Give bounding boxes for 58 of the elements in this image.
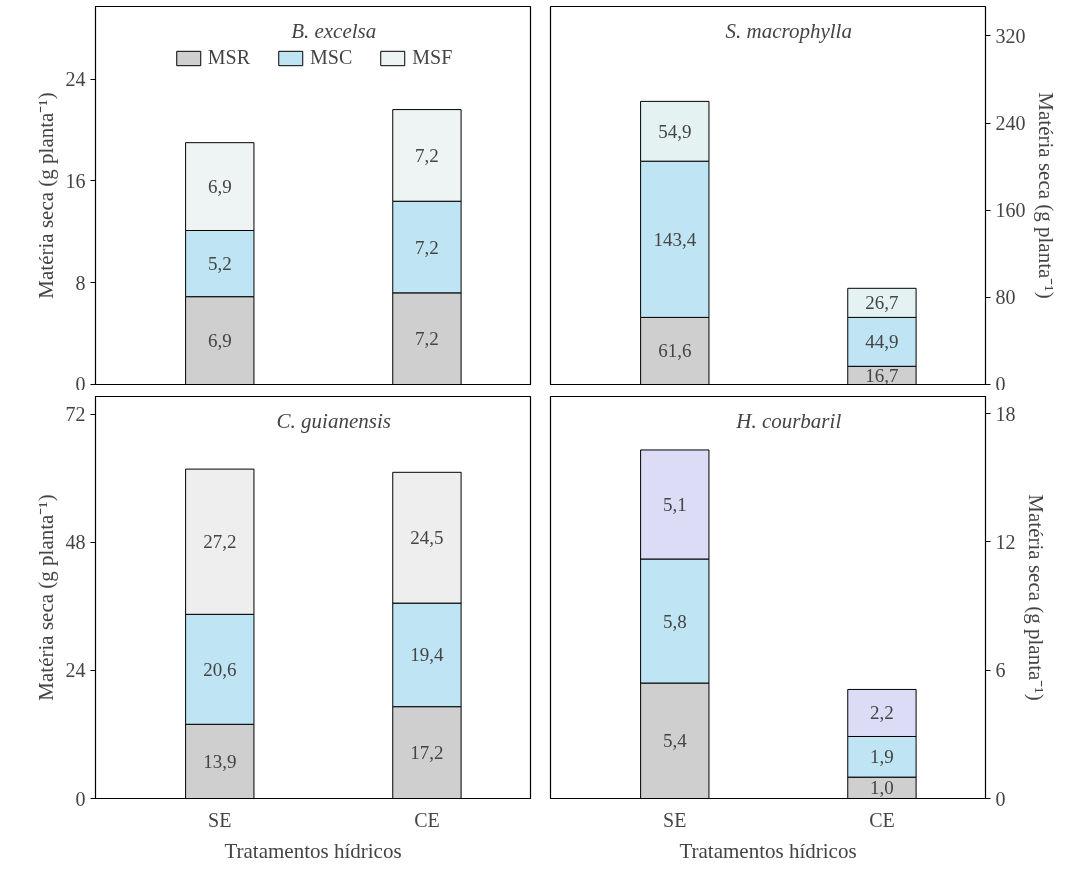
data-label: 17,2 xyxy=(410,742,444,764)
legend-label: MSR xyxy=(207,46,250,69)
text: H. courbaril xyxy=(735,408,842,433)
y-tick-label: 24 xyxy=(65,659,86,682)
y-axis-title: Matéria seca (g planta⁻¹) xyxy=(1033,92,1058,299)
x-axis-title: Tratamentos hídricos xyxy=(679,838,857,863)
data-label: 13,9 xyxy=(203,750,237,772)
y-tick-label: 72 xyxy=(65,403,86,426)
y-tick-label: 18 xyxy=(995,402,1016,425)
data-label: 20,6 xyxy=(203,658,237,680)
data-label: 27,2 xyxy=(203,531,237,553)
data-label: 5,8 xyxy=(662,610,687,632)
y-tick-label: 0 xyxy=(75,372,86,395)
x-tick-label: CE xyxy=(414,808,440,831)
data-label: 1,9 xyxy=(870,746,894,768)
data-label: 54,9 xyxy=(658,120,692,142)
legend-label: MSF xyxy=(412,46,453,69)
y-tick-label: 80 xyxy=(995,286,1016,309)
data-label: 6,9 xyxy=(207,330,232,352)
data-label: 6,9 xyxy=(207,176,232,198)
legend-label: MSC xyxy=(309,46,353,69)
y-tick-label: 0 xyxy=(75,787,86,810)
y-tick-label: 24 xyxy=(65,68,86,91)
data-label: 7,2 xyxy=(415,328,439,350)
text: S. macrophylla xyxy=(725,18,852,43)
y-axis-title: Matéria seca (g planta⁻¹) xyxy=(33,494,58,701)
data-label: 61,6 xyxy=(658,340,692,362)
y-axis-title: Matéria seca (g planta⁻¹) xyxy=(33,92,58,299)
data-label: 16,7 xyxy=(865,364,899,386)
data-label: 7,2 xyxy=(415,236,439,258)
y-tick-label: 16 xyxy=(65,169,86,192)
x-tick-label: CE xyxy=(869,808,895,831)
data-label: 24,5 xyxy=(410,527,444,549)
x-axis-title: Tratamentos hídricos xyxy=(224,838,402,863)
y-tick-label: 12 xyxy=(995,530,1016,553)
x-tick-label: SE xyxy=(208,808,232,831)
data-label: 44,9 xyxy=(865,331,899,353)
data-label: 7,2 xyxy=(415,144,439,166)
y-tick-label: 240 xyxy=(995,112,1026,135)
y-tick-label: 6 xyxy=(995,659,1006,682)
data-label: 26,7 xyxy=(865,292,899,314)
text: B. excelsa xyxy=(291,18,377,43)
y-tick-label: 0 xyxy=(995,372,1006,395)
data-label: 2,2 xyxy=(870,702,894,724)
text: C. guianensis xyxy=(276,408,391,433)
y-axis-title: Matéria seca (g planta⁻¹) xyxy=(1023,494,1048,701)
data-label: 1,0 xyxy=(870,777,894,799)
y-tick-label: 0 xyxy=(995,787,1006,810)
data-label: 5,2 xyxy=(207,253,232,275)
data-label: 5,1 xyxy=(662,493,687,515)
y-tick-label: 320 xyxy=(995,24,1026,47)
y-tick-label: 48 xyxy=(65,531,86,554)
data-label: 5,4 xyxy=(662,730,688,752)
y-tick-label: 160 xyxy=(995,199,1026,222)
x-tick-label: SE xyxy=(663,808,687,831)
data-label: 19,4 xyxy=(410,644,445,666)
data-label: 143,4 xyxy=(653,228,697,250)
y-tick-label: 8 xyxy=(75,271,86,294)
